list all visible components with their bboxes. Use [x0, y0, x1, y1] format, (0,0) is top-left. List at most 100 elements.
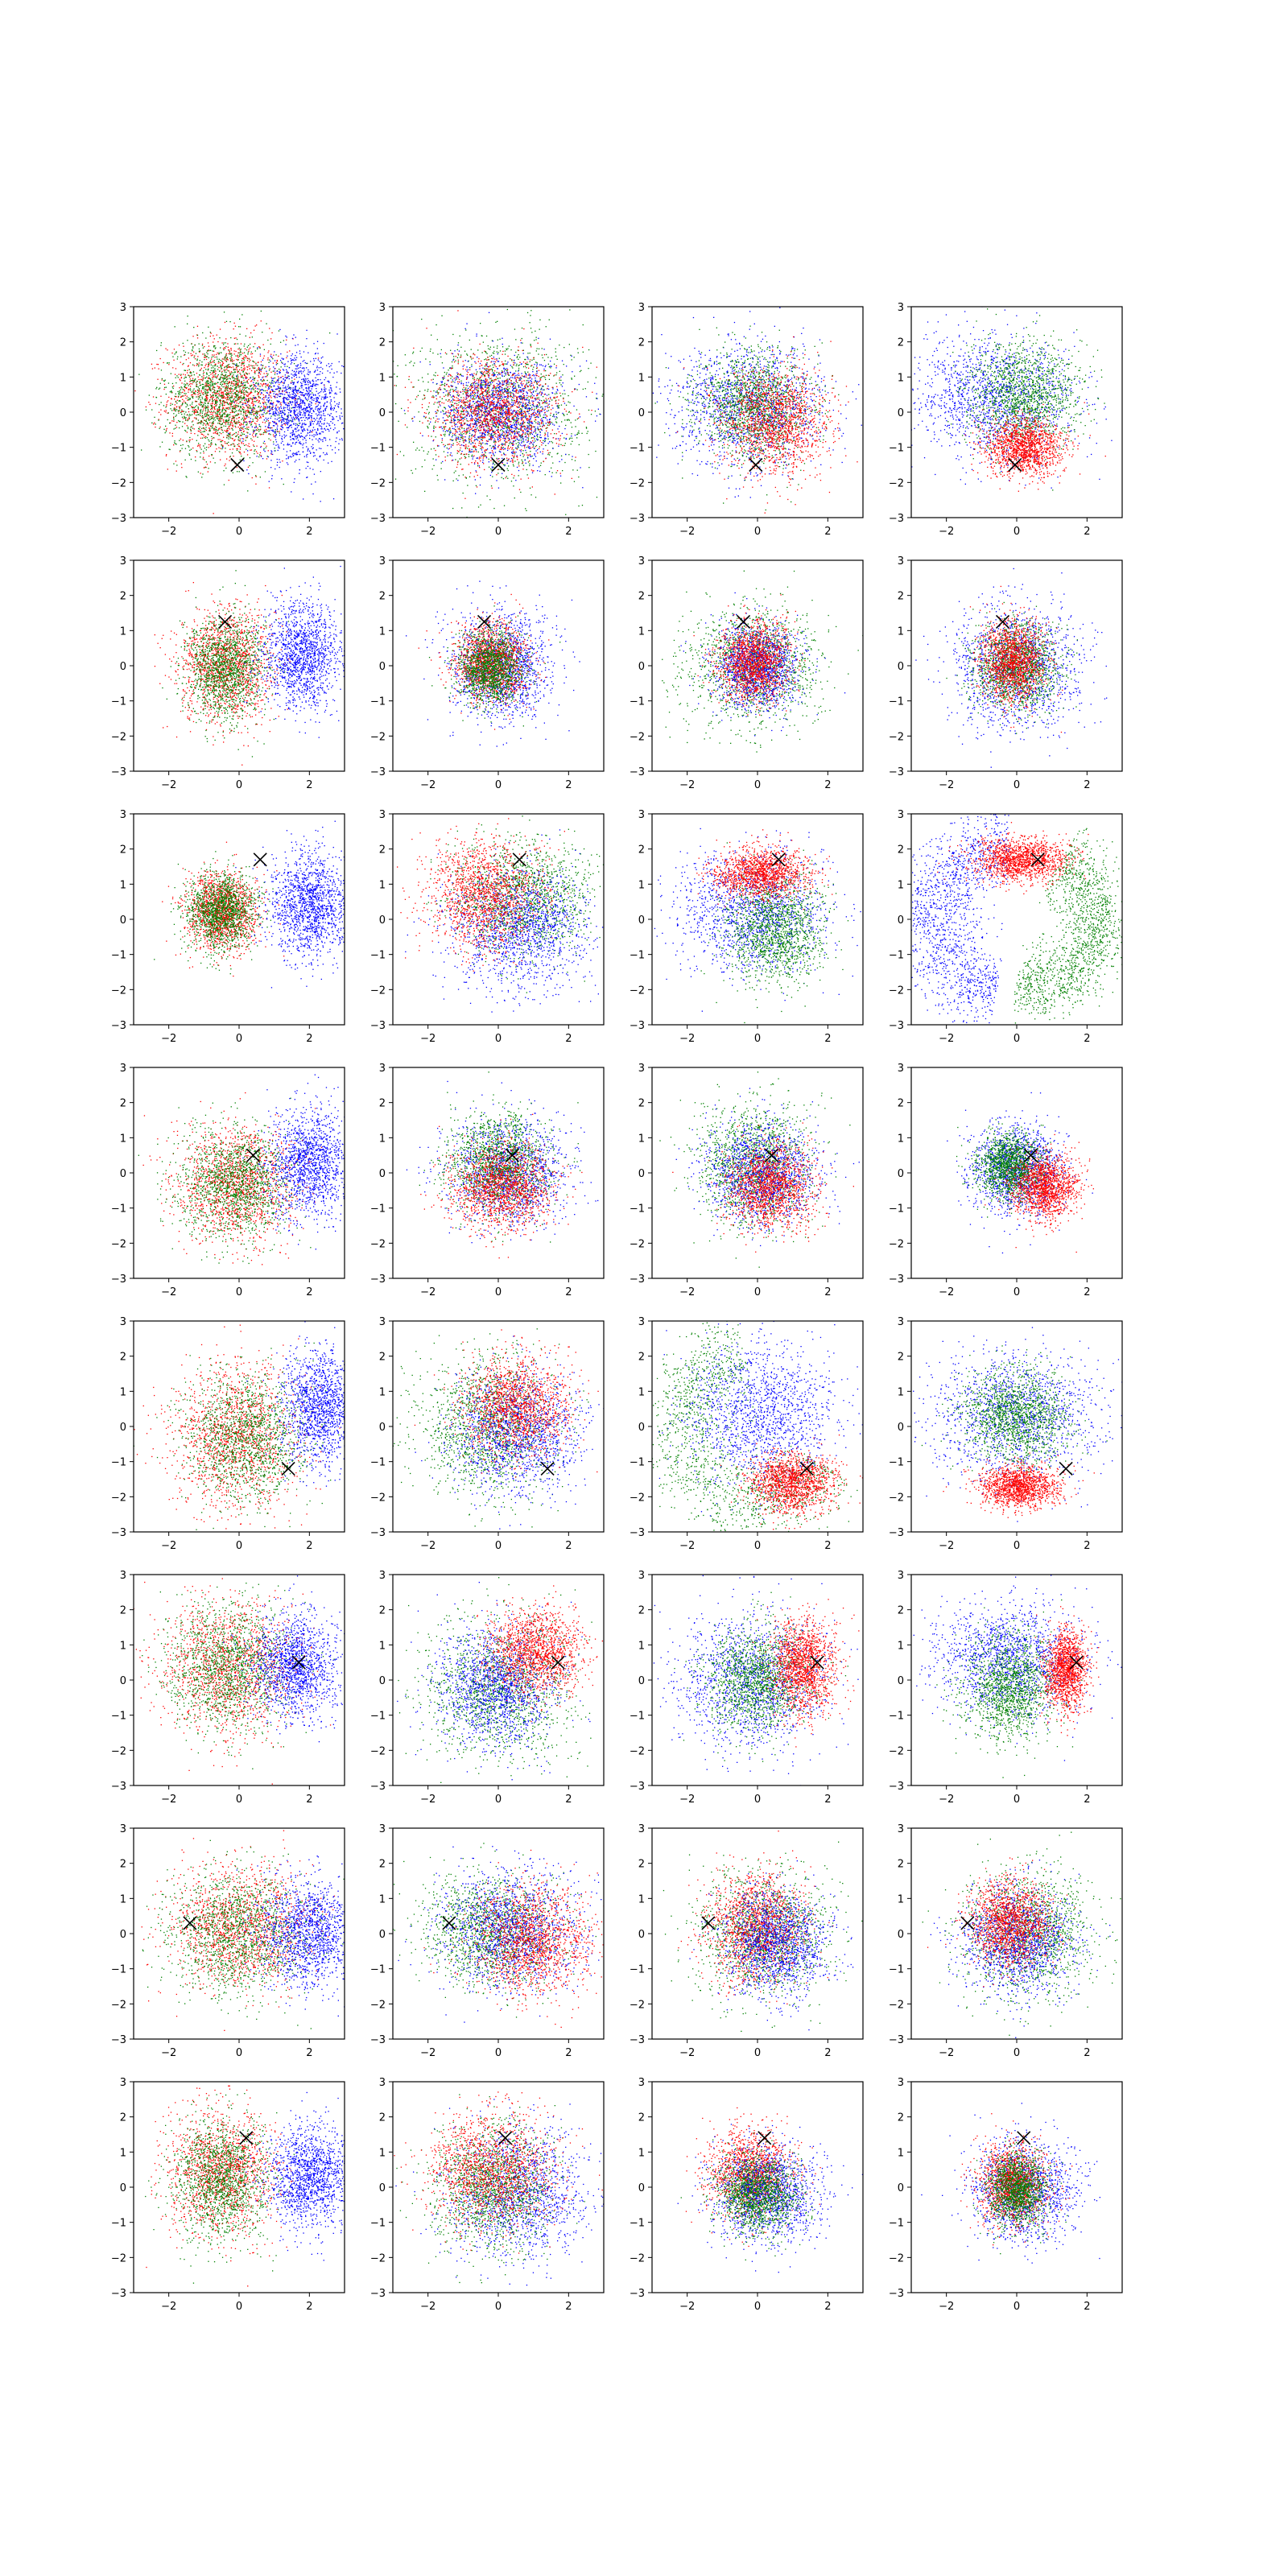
data-point	[298, 413, 299, 414]
data-point	[251, 385, 252, 386]
data-point	[265, 408, 266, 409]
data-point	[316, 397, 317, 398]
data-point	[223, 349, 224, 350]
data-point	[315, 384, 316, 385]
data-point	[283, 423, 284, 424]
data-point	[545, 379, 546, 380]
data-point	[237, 382, 238, 383]
data-point	[235, 392, 236, 393]
data-point	[227, 357, 228, 358]
data-point	[176, 471, 177, 472]
data-point	[171, 392, 172, 393]
data-point	[321, 389, 322, 390]
data-point	[156, 350, 157, 351]
data-point	[233, 381, 234, 382]
data-point	[270, 356, 271, 357]
data-point	[234, 378, 235, 379]
data-point	[293, 417, 294, 418]
data-point	[208, 375, 209, 376]
data-point	[274, 351, 275, 352]
data-point	[233, 415, 234, 416]
data-point	[181, 382, 182, 383]
data-point	[181, 404, 182, 405]
data-point	[281, 429, 282, 430]
data-point	[329, 366, 330, 367]
data-point	[279, 396, 280, 397]
data-point	[194, 365, 195, 366]
data-point	[224, 430, 225, 431]
data-point	[259, 390, 260, 391]
data-point	[247, 353, 248, 354]
data-point	[320, 367, 321, 368]
data-point	[323, 452, 324, 453]
data-point	[564, 419, 565, 420]
data-point	[253, 395, 254, 396]
data-point	[290, 425, 291, 426]
data-point	[296, 452, 297, 453]
data-point	[202, 384, 203, 385]
data-point	[309, 372, 310, 373]
data-point	[263, 357, 264, 358]
data-point	[209, 411, 210, 412]
data-point	[196, 360, 197, 361]
data-point	[185, 384, 186, 385]
data-point	[238, 414, 239, 415]
data-point	[242, 362, 243, 363]
data-point	[232, 452, 233, 453]
data-point	[212, 377, 213, 378]
data-point	[180, 374, 181, 375]
data-point	[229, 449, 230, 450]
data-point	[237, 343, 238, 344]
data-point	[208, 440, 209, 441]
data-point	[234, 344, 235, 345]
data-point	[229, 321, 230, 322]
data-point	[224, 396, 225, 397]
data-point	[219, 439, 220, 440]
data-point	[178, 396, 179, 397]
data-point	[150, 404, 151, 405]
data-point	[248, 351, 249, 352]
data-point	[252, 477, 253, 478]
data-point	[270, 354, 271, 355]
data-point	[297, 390, 298, 391]
data-point	[240, 352, 241, 353]
data-point	[246, 469, 247, 470]
data-point	[191, 353, 192, 354]
data-point	[206, 419, 207, 420]
data-point	[192, 348, 193, 349]
data-point	[226, 437, 227, 438]
data-point	[175, 396, 176, 397]
data-point	[323, 391, 324, 392]
data-point	[182, 426, 183, 427]
data-point	[313, 343, 314, 344]
data-point	[349, 395, 350, 396]
data-point	[319, 425, 320, 426]
data-point	[208, 384, 209, 385]
data-point	[420, 351, 421, 352]
data-point	[459, 441, 460, 442]
data-point	[242, 404, 243, 405]
data-point	[167, 400, 168, 401]
data-point	[292, 442, 293, 443]
data-point	[299, 436, 300, 437]
data-point	[297, 424, 298, 425]
data-point	[333, 498, 334, 499]
data-point	[206, 461, 207, 462]
data-point	[545, 474, 546, 475]
data-point	[285, 402, 286, 403]
data-point	[232, 435, 233, 436]
data-point	[527, 426, 528, 427]
data-point	[299, 412, 300, 413]
data-point	[516, 443, 517, 444]
data-point	[472, 455, 473, 456]
data-point	[130, 448, 131, 449]
data-point	[232, 438, 233, 439]
data-point	[290, 433, 291, 434]
data-point	[246, 349, 247, 350]
data-point	[280, 369, 281, 370]
data-point	[269, 360, 270, 361]
data-point	[196, 410, 197, 411]
data-point	[257, 391, 258, 392]
data-point	[315, 353, 316, 354]
data-point	[528, 438, 529, 439]
